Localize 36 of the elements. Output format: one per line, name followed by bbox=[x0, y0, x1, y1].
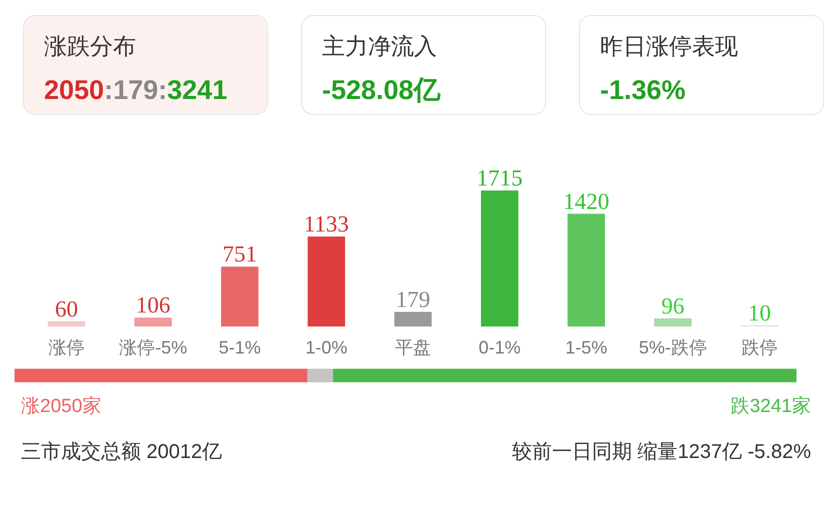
x-tick-label: 涨停-5% bbox=[119, 338, 188, 358]
data-label: 96 bbox=[661, 293, 684, 318]
data-label: 1420 bbox=[563, 188, 610, 214]
bar bbox=[568, 214, 605, 326]
data-label: 1715 bbox=[476, 166, 523, 191]
x-tick-label: 平盘 bbox=[395, 338, 431, 358]
x-tick-label: 5-1% bbox=[218, 338, 261, 358]
bar bbox=[308, 236, 346, 326]
text: 涨跌分布 bbox=[44, 32, 137, 61]
data-label: 751 bbox=[222, 242, 257, 267]
x-tick-label: 1-0% bbox=[305, 338, 348, 358]
x-tick-label: 涨停 bbox=[48, 338, 84, 358]
text: 三市成交总额 20012亿 bbox=[21, 440, 222, 466]
text: 跌3241家 bbox=[730, 395, 811, 419]
data-label: 60 bbox=[54, 296, 78, 322]
bar bbox=[221, 266, 258, 326]
bar bbox=[654, 318, 692, 326]
bar bbox=[48, 321, 86, 326]
data-label: 1133 bbox=[304, 212, 349, 237]
text: -528.08亿 bbox=[322, 74, 441, 105]
x-tick-label: 0-1% bbox=[478, 338, 521, 358]
text: 2050:179:3241 bbox=[44, 74, 228, 105]
x-tick-label: 1-5% bbox=[565, 338, 608, 358]
bar bbox=[480, 190, 518, 326]
text: 主力净流入 bbox=[322, 32, 438, 61]
text: 涨2050家 bbox=[21, 395, 102, 419]
text: 较前一日同期 缩量1237亿 -5.82% bbox=[512, 440, 811, 466]
text: -1.36% bbox=[600, 74, 686, 105]
data-label: 179 bbox=[396, 286, 430, 312]
data-label: 106 bbox=[136, 292, 170, 318]
x-tick-label: 5%-跌停 bbox=[638, 338, 707, 358]
bar bbox=[134, 318, 172, 326]
bar bbox=[394, 312, 432, 326]
text: 昨日涨停表现 bbox=[600, 32, 739, 61]
x-tick-label: 跌停 bbox=[742, 338, 778, 358]
data-label: 10 bbox=[748, 300, 772, 326]
